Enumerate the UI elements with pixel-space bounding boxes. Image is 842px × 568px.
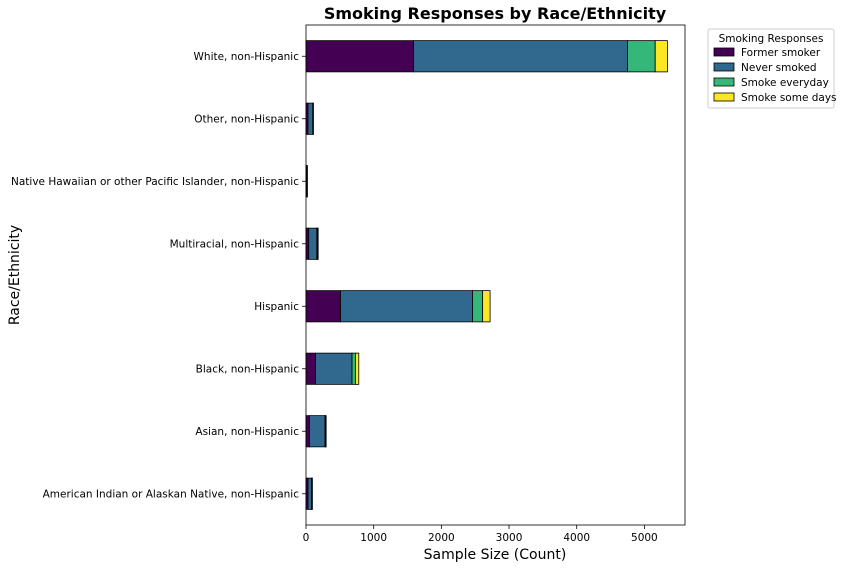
bar-segment [308, 227, 318, 260]
legend-frame [707, 28, 835, 109]
x-tick-label: 0 [303, 532, 310, 544]
bar-segment [654, 40, 668, 73]
bar-segment [355, 352, 360, 385]
y-tick-label: American Indian or Alaskan Native, non-H… [43, 488, 300, 500]
bars-group [305, 40, 668, 510]
legend-swatch [713, 62, 735, 72]
y-tick-label: Other, non-Hispanic [194, 113, 299, 125]
bar-segment [413, 40, 628, 73]
y-tick-label: Black, non-Hispanic [196, 363, 300, 375]
legend-label: Smoke some days [741, 92, 837, 104]
x-tick-label: 4000 [563, 532, 590, 544]
bar-segment [340, 290, 473, 323]
legend-title: Smoking Responses [719, 33, 824, 45]
bar-segment [307, 477, 312, 510]
y-tick-label: Multiracial, non-Hispanic [170, 238, 300, 250]
bar-segment [315, 352, 353, 385]
bar-segment [308, 415, 326, 448]
bar-segment [305, 40, 415, 73]
x-tick-label: 3000 [496, 532, 523, 544]
legend-swatch [713, 92, 735, 102]
y-tick-label: White, non-Hispanic [194, 51, 300, 63]
plot-frame [305, 24, 686, 526]
x-ticks-group: 0 1000 2000 3000 4000 5000 [303, 525, 658, 544]
legend-label: Smoke everyday [741, 77, 829, 89]
bar-segment [305, 352, 316, 385]
legend-swatch [713, 47, 735, 57]
y-tick-label: Hispanic [254, 301, 299, 313]
bar-segment [317, 227, 319, 260]
legend-swatch [713, 77, 735, 87]
y-ticks-group: American Indian or Alaskan Native, non-H… [11, 51, 306, 500]
bar-segment [307, 102, 314, 135]
bar-segment [325, 415, 327, 448]
bar-segment [351, 352, 356, 385]
bar-segment [627, 40, 656, 73]
x-tick-label: 2000 [428, 532, 455, 544]
y-axis-label: Race/Ethnicity [7, 225, 23, 325]
y-tick-label: Native Hawaiian or other Pacific Islande… [11, 176, 299, 188]
x-tick-label: 5000 [631, 532, 658, 544]
bar-segment [472, 290, 484, 323]
legend-label: Never smoked [741, 62, 817, 74]
bar-segment [305, 415, 310, 448]
x-tick-label: 1000 [360, 532, 387, 544]
bar-segment [482, 290, 491, 323]
x-axis-label: Sample Size (Count) [424, 547, 567, 563]
legend: Smoking Responses Former smoker Never smo… [707, 28, 837, 109]
bar-segment [305, 290, 341, 323]
bar-segment [305, 227, 310, 260]
chart-title: Smoking Responses by Race/Ethnicity [324, 4, 667, 23]
legend-label: Former smoker [741, 47, 821, 59]
y-tick-label: Asian, non-Hispanic [195, 426, 299, 438]
legend-items: Former smoker Never smoked Smoke everyday S… [713, 47, 837, 104]
